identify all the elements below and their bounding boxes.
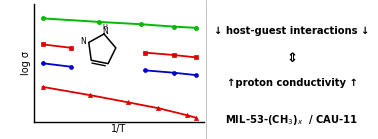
X-axis label: 1/T: 1/T [112,124,127,134]
Text: ↑proton conductivity ↑: ↑proton conductivity ↑ [226,78,358,88]
Text: H: H [102,24,107,30]
Text: ⇕: ⇕ [287,52,297,65]
Y-axis label: log σ: log σ [21,51,31,75]
Text: ↓ host-guest interactions ↓: ↓ host-guest interactions ↓ [214,26,370,36]
Text: N: N [80,37,86,46]
Text: MIL-53-(CH$_3$)$_x$  / CAU-11: MIL-53-(CH$_3$)$_x$ / CAU-11 [225,113,359,126]
Text: N: N [102,27,108,36]
